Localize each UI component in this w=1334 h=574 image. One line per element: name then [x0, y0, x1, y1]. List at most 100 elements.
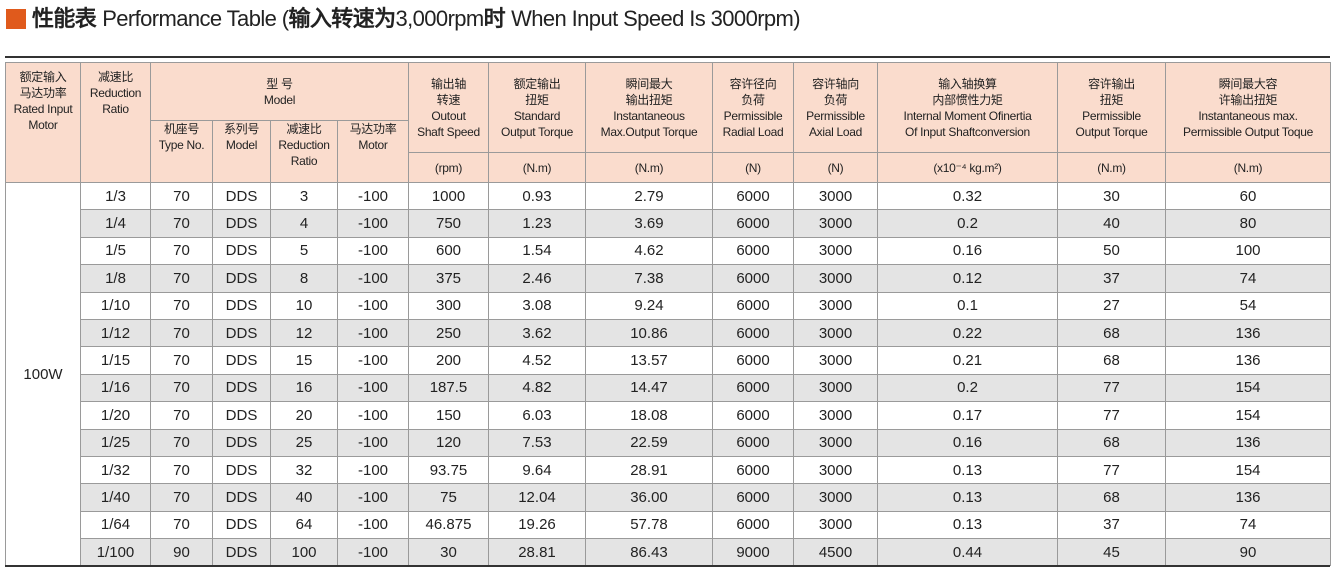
header-line: Ratio	[290, 154, 318, 168]
data-row: 1/40 70 DDS 40 -100 75 12.04 36.00 6000 3000 0.13 6…	[6, 483, 1331, 512]
header-line: 容许轴向	[812, 76, 859, 91]
data-cell: 68	[1057, 428, 1166, 457]
data-cell: 0.16	[877, 236, 1058, 266]
data-cell: 0.2	[877, 373, 1058, 403]
data-cell: 0.13	[877, 483, 1058, 512]
data-cell: 250	[408, 318, 489, 348]
data-cell: 1/3	[80, 181, 151, 211]
data-cell: 154	[1165, 401, 1331, 430]
data-cell: 1/4	[80, 209, 151, 238]
header-line: 内部惯性力矩	[932, 92, 1003, 107]
title-marker	[6, 9, 26, 29]
data-cell: 6000	[712, 264, 794, 293]
data-cell: 13.57	[585, 346, 713, 375]
header-line: Reduction	[89, 86, 142, 100]
header-line: 减速比	[97, 70, 134, 84]
header-line: 瞬间最大容	[1218, 76, 1278, 91]
data-cell: 4	[270, 209, 338, 238]
data-cell: 136	[1165, 318, 1331, 348]
data-cell: 70	[150, 209, 213, 238]
data-cell: 68	[1057, 346, 1166, 375]
data-cell: 1/32	[80, 455, 151, 485]
data-cell: DDS	[212, 510, 271, 540]
header-line: Shaft Speed	[417, 124, 480, 139]
header-cell: 额定输入 马达功率 Rated Input Motor	[5, 62, 81, 183]
data-cell: 70	[150, 455, 213, 485]
data-cell: 9.64	[488, 455, 586, 485]
data-cell: 3000	[793, 236, 878, 266]
data-cell: 3000	[793, 401, 878, 430]
header-line: 扭矩	[525, 92, 549, 107]
header-line: 额定输入	[19, 70, 67, 84]
header-cell: 输出轴 转速 Outout Shaft Speed	[408, 62, 489, 153]
header-line: 机座号	[163, 122, 200, 136]
title-part: 性能表	[32, 6, 97, 31]
header-line: 瞬间最大	[625, 76, 673, 91]
data-cell: 80	[1165, 209, 1331, 238]
data-cell: 90	[150, 538, 213, 567]
data-row: 1/5 70 DDS 5 -100 600 1.54 4.62 6000 3000 0.16 50 10…	[6, 236, 1331, 266]
data-cell: 9000	[712, 538, 794, 567]
data-cell: DDS	[212, 538, 271, 567]
data-cell: 36.00	[585, 483, 713, 512]
data-cell: 14.47	[585, 373, 713, 403]
unit-cell: (x10⁻⁴ kg.m²)	[877, 152, 1058, 183]
unit: (N)	[827, 160, 844, 175]
data-cell: -100	[337, 538, 409, 567]
header-row: (rpm) (N.m) (N.m) (N) (N) (x10⁻⁴ kg.m²) (N.m) (…	[6, 152, 1331, 183]
data-cell: 6000	[712, 346, 794, 375]
data-cell: 90	[1165, 538, 1331, 567]
title-part: 输入转速为	[288, 6, 397, 31]
data-cell: 74	[1165, 264, 1331, 293]
data-row: 1/64 70 DDS 64 -100 46.875 19.26 57.78 6000 3000 0…	[6, 510, 1331, 540]
data-cell: 6000	[712, 510, 794, 540]
unit-cell: (N)	[793, 152, 878, 183]
header-line: Motor	[28, 118, 58, 132]
title-part: 3,000rpm	[395, 6, 485, 31]
data-cell: 64	[270, 510, 338, 540]
data-cell: 3000	[793, 455, 878, 485]
data-cell: 70	[150, 346, 213, 375]
unit-cell: (rpm)	[408, 152, 489, 183]
data-cell: 28.81	[488, 538, 586, 567]
data-row: 1/20 70 DDS 20 -100 150 6.03 18.08 6000 3000 0.17 7…	[6, 401, 1331, 430]
data-cell: 77	[1057, 401, 1166, 430]
data-cell: 20	[270, 401, 338, 430]
unit: (rpm)	[434, 160, 463, 175]
unit: (N.m)	[522, 160, 552, 175]
data-cell: 40	[1057, 209, 1166, 238]
data-cell: DDS	[212, 373, 271, 403]
data-cell: 22.59	[585, 428, 713, 457]
title-part: Performance Table (	[102, 6, 289, 31]
data-cell: 70	[150, 236, 213, 266]
data-cell: 54	[1165, 291, 1331, 320]
data-row: 1/8 70 DDS 8 -100 375 2.46 7.38 6000 3000 0.12 37 74	[6, 264, 1331, 293]
header-line: 系列号	[223, 122, 260, 136]
data-row: 1/4 70 DDS 4 -100 750 1.23 3.69 6000 3000 0.2 40 80	[6, 209, 1331, 238]
data-cell: 6000	[712, 318, 794, 348]
data-cell: 75	[408, 483, 489, 512]
data-cell: 1/10	[80, 291, 151, 320]
data-cell: 0.12	[877, 264, 1058, 293]
data-cell: 1/16	[80, 373, 151, 403]
data-cell: 7.38	[585, 264, 713, 293]
data-cell: 60	[1165, 181, 1331, 211]
header-cell: 型 号 Model	[150, 62, 409, 121]
data-cell: 40	[270, 483, 338, 512]
header-line: Of Input Shaftconversion	[905, 124, 1030, 139]
data-cell: 6000	[712, 291, 794, 320]
header-cell: 瞬间最大容 许输出扭矩 Instantaneous max. Permissible …	[1165, 62, 1331, 153]
data-cell: 12	[270, 318, 338, 348]
data-cell: -100	[337, 181, 409, 211]
unit: (x10⁻⁴ kg.m²)	[933, 160, 1002, 175]
header-line: Ratio	[102, 102, 129, 116]
data-cell: 4.62	[585, 236, 713, 266]
data-cell: 1/100	[80, 538, 151, 567]
data-cell: -100	[337, 510, 409, 540]
data-cell: DDS	[212, 181, 271, 211]
data-row: 1/32 70 DDS 32 -100 93.75 9.64 28.91 6000 3000 0.1…	[6, 455, 1331, 485]
data-cell: 74	[1165, 510, 1331, 540]
header-line: Model	[225, 138, 258, 152]
header-cell: 输入轴换算 内部惯性力矩 Internal Moment Ofinertia Of I…	[877, 62, 1058, 153]
